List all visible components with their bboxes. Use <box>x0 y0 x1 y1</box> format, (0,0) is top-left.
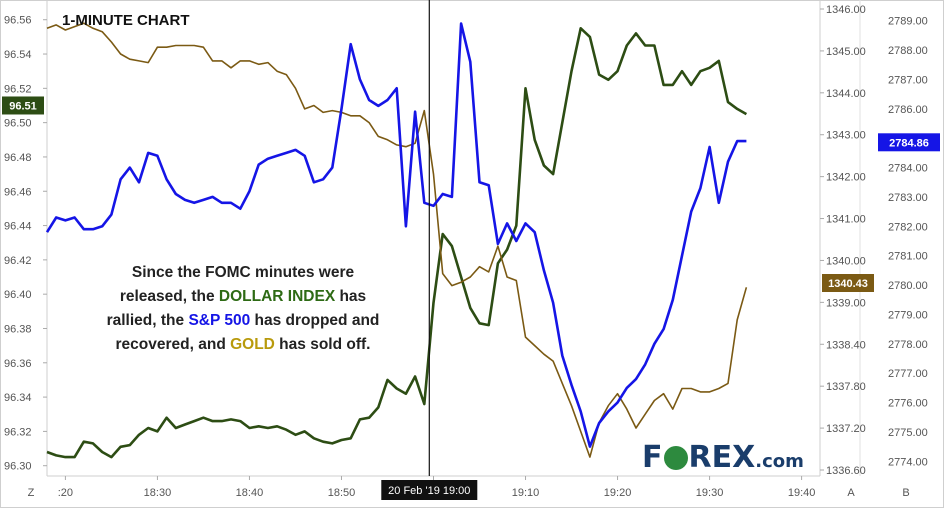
gold-tick-label: 1346.00 <box>826 4 866 16</box>
spx-tick-label: 2776.00 <box>888 398 928 410</box>
annotation-line-2: released, the DOLLAR INDEX has <box>119 288 367 305</box>
coin-icon <box>663 446 688 470</box>
gold-tick-label: 1339.00 <box>826 297 866 309</box>
spx-tick-label: 2783.00 <box>888 192 928 204</box>
gold-tick-label: 1340.00 <box>826 255 866 267</box>
dollar-axis: 96.56 96.54 96.52 96.50 96.48 96.46 96.44 96.42… <box>4 15 47 473</box>
spx-current-badge-text: 2784.86 <box>889 137 929 149</box>
scale-mode-auto: A <box>847 487 855 499</box>
event-time-label: 20 Feb '19 19:00 <box>388 485 470 497</box>
time-tick-label: 19:20 <box>604 487 632 499</box>
spx-tick-label: 2789.00 <box>888 16 928 28</box>
dollar-tick-label: 96.32 <box>4 426 32 438</box>
spx-axis: 2789.002788.002787.002786.002785.002784.… <box>888 16 928 469</box>
gold-tick-label: 1336.60 <box>826 465 866 477</box>
time-tick-label: 18:30 <box>144 487 172 499</box>
annotation-gold-highlight: GOLD <box>230 336 275 353</box>
gold-tick-label: 1345.00 <box>826 46 866 58</box>
time-tick-label: 19:40 <box>788 487 816 499</box>
event-marker: 20 Feb '19 19:00 96.51 1340.43 2784.86 <box>2 0 940 500</box>
time-tick-label: :20 <box>58 487 73 499</box>
dollar-tick-label: 96.30 <box>4 461 32 473</box>
gold-tick-label: 1337.80 <box>826 381 866 393</box>
gold-tick-label: 1337.20 <box>826 423 866 435</box>
spx-tick-label: 2782.00 <box>888 221 928 233</box>
series-line-dollar-index <box>46 26 748 459</box>
dollar-tick-label: 96.56 <box>4 15 32 27</box>
dollar-tick-label: 96.52 <box>4 83 32 95</box>
time-tick-label: 19:10 <box>512 487 540 499</box>
gold-current-badge-bg <box>822 274 874 292</box>
time-tick-label: 19:30 <box>696 487 724 499</box>
time-tick-label: 18:50 <box>328 487 356 499</box>
spx-tick-label: 2774.00 <box>888 456 928 468</box>
dollar-tick-label: 96.54 <box>4 49 32 61</box>
spx-tick-label: 2788.00 <box>888 45 928 57</box>
chart-annotation: Since the FOMC minutes were released, th… <box>78 261 408 357</box>
spx-tick-label: 2787.00 <box>888 74 928 86</box>
spx-tick-label: 2779.00 <box>888 309 928 321</box>
dollar-current-badge-bg <box>2 96 44 115</box>
dollar-tick-label: 96.50 <box>4 118 32 130</box>
chart-title: 1-MINUTE CHART <box>62 12 190 29</box>
gold-current-badge: 1340.43 <box>822 274 874 292</box>
time-axis: :20 18:30 18:40 18:50 19:10 19:20 19:30 19:40 Z A… <box>28 476 910 499</box>
dollar-tick-label: 96.40 <box>4 289 32 301</box>
annotation-spx-highlight: S&P 500 <box>188 312 251 329</box>
dollar-tick-label: 96.46 <box>4 186 32 198</box>
dollar-tick-label: 96.34 <box>4 392 32 404</box>
dollar-tick-label: 96.48 <box>4 152 32 164</box>
event-time-badge <box>381 480 478 500</box>
forex-logo: F REX.com <box>642 440 804 475</box>
gold-tick-label: 1344.00 <box>826 88 866 100</box>
annotation-line-1: Since the FOMC minutes were <box>131 264 355 281</box>
series-line-s-p-500 <box>45 22 747 448</box>
dollar-current-badge-text: 96.51 <box>9 100 37 112</box>
gold-tick-label: 1338.40 <box>826 339 866 351</box>
scale-mode-b: B <box>902 487 909 499</box>
spx-tick-label: 2777.00 <box>888 368 928 380</box>
spx-tick-label: 2775.00 <box>888 427 928 439</box>
spx-tick-label: 2780.00 <box>888 280 928 292</box>
gold-axis: 1346.00 1345.00 1344.00 1343.00 1342.00 1341.… <box>820 4 866 477</box>
dollar-tick-label: 96.42 <box>4 255 32 267</box>
spx-tick-label: 2778.00 <box>888 339 928 351</box>
dollar-tick-label: 96.38 <box>4 323 32 335</box>
series-line-gold <box>46 22 748 458</box>
annotation-dollar-highlight: DOLLAR INDEX <box>218 288 336 305</box>
dollar-tick-label: 96.36 <box>4 358 32 370</box>
annotation-line-3: rallied, the S&P 500 has dropped and <box>106 312 380 329</box>
gold-tick-label: 1343.00 <box>826 130 866 142</box>
spx-tick-label: 2786.00 <box>888 104 928 116</box>
gold-tick-label: 1341.00 <box>826 214 866 226</box>
dollar-current-badge: 96.51 <box>2 96 44 115</box>
scale-mode-z: Z <box>28 487 35 499</box>
dollar-tick-label: 96.44 <box>4 221 32 233</box>
spx-tick-label: 2781.00 <box>888 251 928 263</box>
time-tick-label: 18:40 <box>236 487 264 499</box>
spx-current-badge: 2784.86 <box>878 133 940 152</box>
gold-current-badge-text: 1340.43 <box>828 278 868 290</box>
annotation-line-4: recovered, and GOLD has sold off. <box>115 336 371 353</box>
gold-tick-label: 1342.00 <box>826 172 866 184</box>
plot-area <box>45 22 748 459</box>
spx-tick-label: 2784.00 <box>888 163 928 175</box>
spx-current-badge-bg <box>878 133 940 152</box>
